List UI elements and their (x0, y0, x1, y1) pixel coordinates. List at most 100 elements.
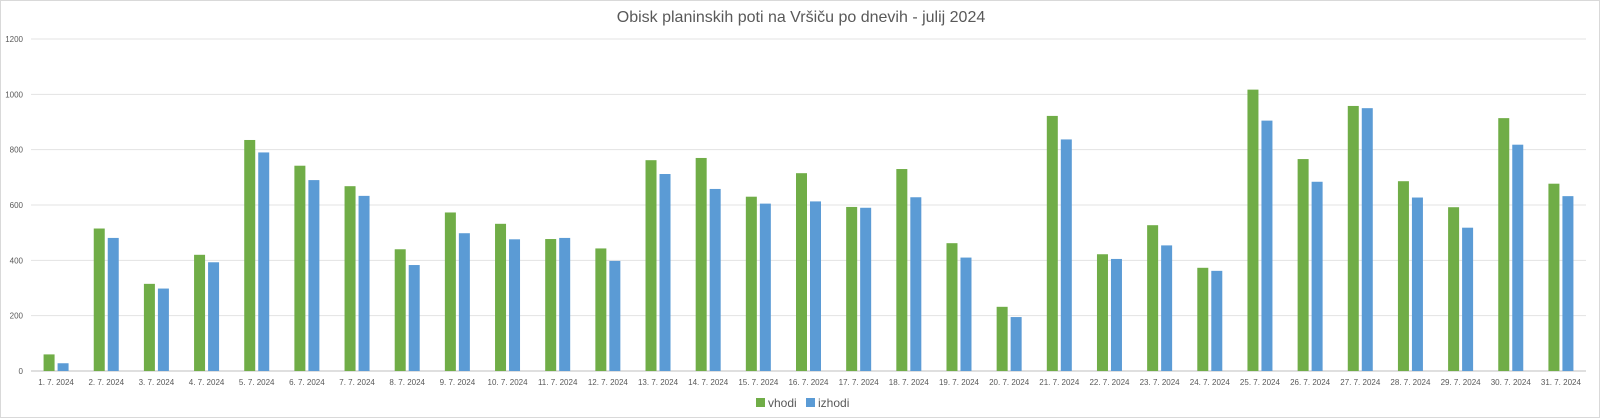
bar-izhodi (358, 195, 370, 371)
bar-izhodi (509, 239, 521, 371)
y-axis-tick-labels: 0 200 400 600 800 1000 1200 (5, 35, 23, 376)
bar-vhodi (545, 239, 557, 371)
x-tick-label: 2. 7. 2024 (88, 378, 124, 387)
x-tick-label: 13. 7. 2024 (638, 378, 679, 387)
bar-izhodi (1311, 181, 1323, 371)
bar-izhodi (1361, 108, 1373, 372)
bar-vhodi (1046, 115, 1058, 371)
x-tick-label: 22. 7. 2024 (1089, 378, 1130, 387)
bar-izhodi (1060, 139, 1072, 371)
y-tick-label: 600 (10, 201, 24, 210)
x-tick-label: 17. 7. 2024 (839, 378, 880, 387)
y-tick-label: 1000 (5, 90, 23, 99)
x-tick-label: 14. 7. 2024 (688, 378, 729, 387)
x-tick-label: 1. 7. 2024 (38, 378, 74, 387)
bar-vhodi (1347, 105, 1359, 371)
x-tick-label: 20. 7. 2024 (989, 378, 1030, 387)
x-tick-label: 4. 7. 2024 (189, 378, 225, 387)
x-tick-label: 31. 7. 2024 (1541, 378, 1582, 387)
bar-vhodi (394, 249, 406, 371)
bar-izhodi (559, 237, 571, 371)
bar-vhodi (344, 186, 356, 371)
bars (43, 89, 1574, 372)
legend-label-vhodi: vhodi (768, 396, 797, 410)
x-tick-label: 25. 7. 2024 (1240, 378, 1281, 387)
bar-izhodi (860, 207, 872, 371)
x-tick-label: 5. 7. 2024 (239, 378, 275, 387)
bar-vhodi (1448, 207, 1460, 371)
bar-izhodi (1411, 197, 1423, 371)
y-tick-label: 400 (10, 256, 24, 265)
x-tick-label: 24. 7. 2024 (1190, 378, 1231, 387)
bar-izhodi (1261, 120, 1273, 371)
bar-izhodi (1161, 245, 1173, 371)
x-tick-label: 29. 7. 2024 (1441, 378, 1482, 387)
bar-vhodi (1397, 181, 1409, 371)
bar-izhodi (1010, 317, 1022, 371)
legend-label-izhodi: izhodi (818, 396, 849, 410)
bar-izhodi (408, 265, 420, 371)
y-tick-label: 1200 (5, 35, 23, 44)
chart-title: Obisk planinskih poti na Vršiču po dnevi… (616, 9, 986, 26)
x-tick-label: 15. 7. 2024 (738, 378, 779, 387)
bar-vhodi (1197, 267, 1209, 371)
bar-vhodi (695, 157, 707, 371)
bar-vhodi (1147, 225, 1159, 371)
bar-izhodi (1110, 258, 1122, 371)
x-tick-label: 3. 7. 2024 (139, 378, 175, 387)
x-tick-label: 27. 7. 2024 (1340, 378, 1381, 387)
bar-izhodi (759, 203, 771, 371)
x-tick-label: 7. 7. 2024 (339, 378, 375, 387)
bar-izhodi (1462, 227, 1474, 371)
bar-vhodi (444, 212, 456, 371)
y-tick-label: 0 (19, 367, 24, 376)
y-tick-label: 800 (10, 146, 24, 155)
bar-izhodi (208, 262, 220, 371)
bar-vhodi (896, 169, 908, 371)
x-tick-label: 28. 7. 2024 (1390, 378, 1431, 387)
x-tick-label: 21. 7. 2024 (1039, 378, 1080, 387)
bar-vhodi (1498, 118, 1510, 371)
x-tick-label: 26. 7. 2024 (1290, 378, 1331, 387)
legend-swatch-izhodi (806, 398, 815, 407)
bar-izhodi (609, 260, 621, 371)
x-tick-label: 6. 7. 2024 (289, 378, 325, 387)
x-tick-label: 9. 7. 2024 (440, 378, 476, 387)
bar-vhodi (1096, 254, 1108, 371)
bar-izhodi (107, 237, 119, 371)
bar-izhodi (258, 152, 270, 371)
bar-izhodi (810, 201, 821, 371)
x-tick-label: 30. 7. 2024 (1491, 378, 1532, 387)
bar-izhodi (1562, 196, 1574, 371)
bar-vhodi (93, 228, 105, 371)
bar-vhodi (294, 165, 306, 371)
bar-vhodi (645, 160, 657, 371)
x-tick-label: 18. 7. 2024 (889, 378, 930, 387)
x-tick-label: 16. 7. 2024 (788, 378, 829, 387)
gridlines (31, 38, 1586, 372)
legend: vhodi izhodi (756, 396, 849, 410)
bar-izhodi (1512, 144, 1524, 371)
bar-vhodi (796, 173, 807, 371)
x-axis-tick-labels: 1. 7. 2024 2. 7. 2024 3. 7. 2024 4. 7. 2024… (38, 378, 1581, 387)
bar-izhodi (157, 288, 169, 371)
x-tick-label: 23. 7. 2024 (1140, 378, 1181, 387)
bar-vhodi (43, 354, 55, 371)
bar-vhodi (846, 206, 858, 371)
bar-izhodi (960, 257, 972, 371)
bar-vhodi (1297, 159, 1309, 371)
x-tick-label: 19. 7. 2024 (939, 378, 980, 387)
legend-swatch-vhodi (756, 398, 765, 407)
bar-vhodi (946, 243, 958, 371)
bar-izhodi (57, 363, 69, 371)
bar-vhodi (1247, 89, 1259, 371)
x-tick-label: 10. 7. 2024 (488, 378, 529, 387)
x-tick-label: 11. 7. 2024 (538, 378, 578, 387)
bar-vhodi (143, 283, 155, 371)
bar-vhodi (1548, 183, 1560, 371)
bar-izhodi (1211, 270, 1223, 371)
bar-izhodi (308, 180, 320, 371)
bar-izhodi (659, 174, 671, 371)
